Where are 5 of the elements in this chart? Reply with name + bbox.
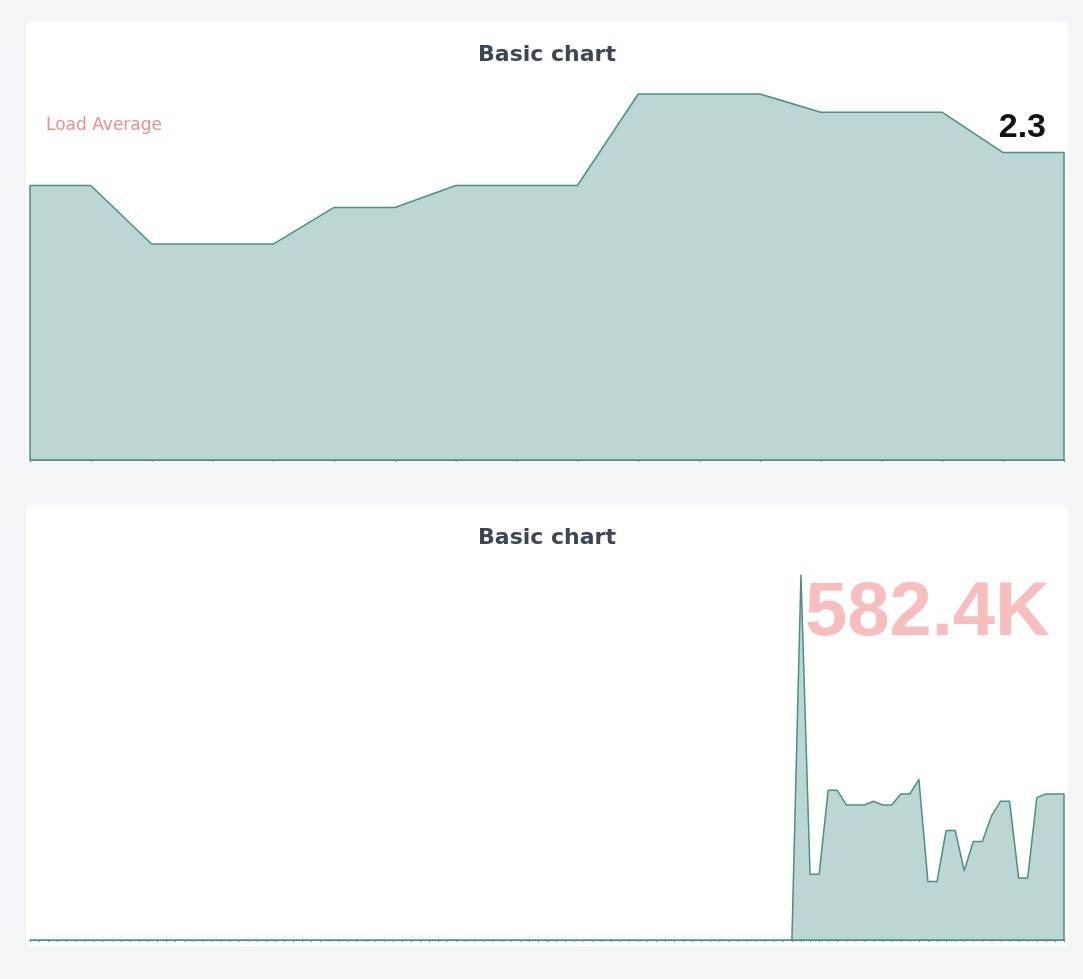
- annotation: Load Average: [46, 114, 162, 134]
- chart-title: Basic chart: [478, 41, 617, 66]
- chart-title: Basic chart: [478, 524, 617, 549]
- annotation: 582.4K: [804, 566, 1051, 651]
- annotation: 2.3: [998, 106, 1046, 144]
